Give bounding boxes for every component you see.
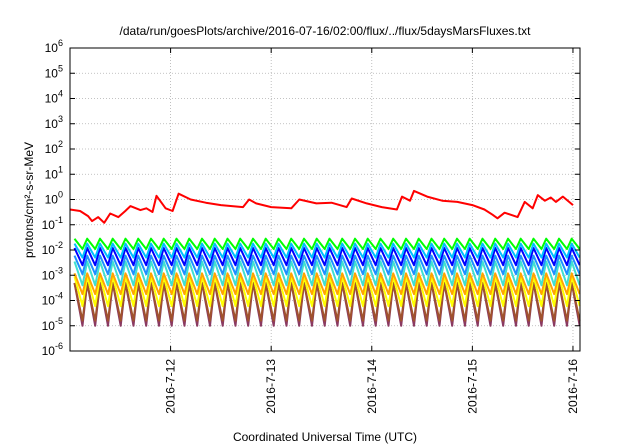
series-line bbox=[73, 281, 581, 322]
y-tick-label: 102 bbox=[45, 139, 63, 156]
series-line bbox=[73, 275, 581, 308]
y-tick-label: 101 bbox=[45, 164, 63, 181]
series-line bbox=[69, 189, 574, 224]
y-tick-label: 103 bbox=[45, 114, 63, 131]
y-tick-label: 10-5 bbox=[42, 316, 63, 333]
series-line bbox=[73, 247, 581, 267]
y-tick-label: 106 bbox=[45, 38, 63, 55]
x-tick-label: 2016-7-16 bbox=[566, 359, 580, 414]
series-group bbox=[69, 189, 581, 327]
x-axis: 2016-7-12 2016-7-13 2016-7-14 2016-7-15 2016… bbox=[164, 48, 580, 414]
y-tick-label: 10-2 bbox=[42, 240, 63, 257]
y-tick-label: 105 bbox=[45, 63, 63, 80]
x-axis-label: Coordinated Universal Time (UTC) bbox=[233, 430, 417, 444]
x-tick-label: 2016-7-14 bbox=[365, 359, 379, 414]
series-line bbox=[73, 254, 581, 276]
y-tick-label: 10-6 bbox=[42, 341, 63, 358]
x-tick-label: 2016-7-13 bbox=[264, 359, 278, 414]
series-line bbox=[73, 237, 581, 250]
y-axis-label: protons/cm²-s-sr-MeV bbox=[22, 142, 36, 258]
series-line bbox=[73, 260, 581, 287]
y-tick-label: 10-4 bbox=[42, 291, 63, 308]
y-tick-label: 10-1 bbox=[42, 215, 63, 232]
series-line bbox=[73, 242, 581, 259]
x-tick-label: 2016-7-15 bbox=[465, 359, 479, 414]
x-tick-label: 2016-7-12 bbox=[164, 359, 178, 414]
y-tick-label: 100 bbox=[45, 190, 63, 207]
series-line bbox=[73, 272, 581, 296]
chart-title: /data/run/goesPlots/archive/2016-07-16/0… bbox=[120, 24, 532, 38]
y-tick-label: 10-3 bbox=[42, 265, 63, 282]
y-tick-label: 104 bbox=[45, 89, 63, 106]
